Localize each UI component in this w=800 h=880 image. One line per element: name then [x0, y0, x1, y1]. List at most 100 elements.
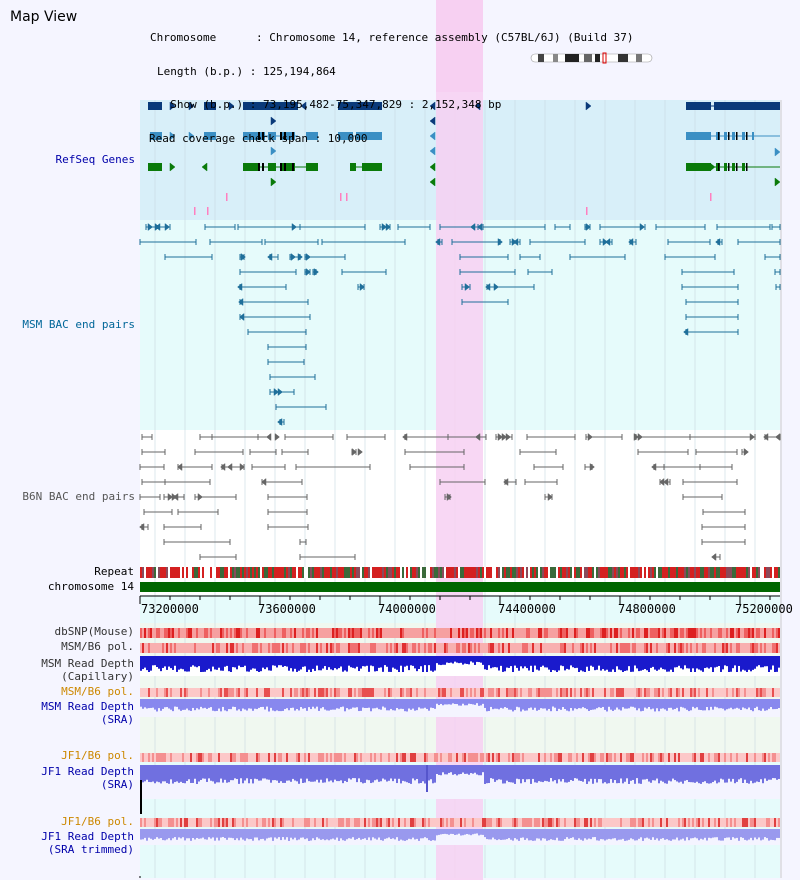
- track-label-dbsnp[interactable]: dbSNP(Mouse): [54, 625, 134, 638]
- depth-bar: [318, 829, 320, 839]
- depth-bar: [746, 765, 748, 783]
- depth-bar: [346, 765, 348, 782]
- depth-bar: [494, 829, 496, 840]
- strand-arrow: [359, 282, 365, 292]
- chromosome-ideogram[interactable]: [528, 52, 655, 64]
- polymorphism-segment: [302, 753, 304, 762]
- polymorphism-segment: [622, 688, 624, 697]
- depth-bar: [716, 765, 718, 784]
- depth-bar: [272, 765, 274, 781]
- depth-bar: [240, 765, 242, 779]
- depth-bar: [426, 829, 428, 839]
- depth-bar: [320, 656, 322, 671]
- depth-bar: [562, 765, 564, 780]
- track-label-msm-depth-sra[interactable]: MSM Read Depth: [41, 700, 134, 713]
- repeat-segment: [262, 567, 264, 578]
- repeat-segment: [570, 567, 572, 578]
- polymorphism-segment: [196, 628, 198, 638]
- polymorphism-segment: [588, 818, 590, 827]
- depth-bar: [580, 699, 582, 709]
- polymorphism-segment: [430, 818, 432, 827]
- polymorphism-segment: [734, 628, 736, 638]
- track-label-jf1-depth-trim[interactable]: JF1 Read Depth: [41, 830, 134, 843]
- polymorphism-segment: [750, 688, 752, 697]
- track-label-jf1-b6-pol-1[interactable]: JF1/B6 pol.: [61, 749, 134, 762]
- depth-bar: [710, 699, 712, 707]
- polymorphism-segment: [490, 643, 492, 653]
- track-label-jf1-b6-pol-2[interactable]: JF1/B6 pol.: [61, 815, 134, 828]
- depth-bar: [246, 699, 248, 711]
- depth-bar: [496, 699, 498, 709]
- polymorphism-segment: [500, 818, 502, 827]
- polymorphism-segment: [400, 753, 402, 762]
- polymorphism-segment: [404, 688, 406, 697]
- polymorphism-segment: [728, 688, 730, 697]
- depth-bar: [562, 829, 564, 841]
- repeat-segment: [624, 567, 626, 578]
- polymorphism-segment: [486, 688, 488, 697]
- depth-bar: [212, 699, 214, 711]
- repeat-segment: [280, 567, 282, 578]
- depth-bar: [618, 656, 620, 670]
- polymorphism-segment: [714, 818, 716, 827]
- track-label-msm-bac[interactable]: MSM BAC end pairs: [22, 318, 135, 331]
- polymorphism-segment: [192, 818, 194, 827]
- polymorphism-segment: [658, 818, 660, 827]
- polymorphism-segment: [762, 628, 764, 638]
- track-label-msm-b6-pol-2[interactable]: MSM/B6 pol.: [61, 685, 134, 698]
- polymorphism-segment: [172, 753, 174, 762]
- polymorphism-segment: [366, 818, 368, 827]
- polymorphism-segment: [526, 628, 528, 638]
- polymorphism-segment: [218, 818, 220, 827]
- repeat-segment: [522, 567, 524, 578]
- depth-bar: [244, 829, 246, 841]
- depth-bar: [184, 829, 186, 841]
- repeat-segment: [730, 567, 732, 578]
- depth-bar: [400, 656, 402, 666]
- track-label-b6n-bac[interactable]: B6N BAC end pairs: [22, 490, 135, 503]
- track-label-msm-b6-pol-1[interactable]: MSM/B6 pol.: [61, 640, 134, 653]
- depth-bar: [668, 829, 670, 841]
- polymorphism-segment: [522, 688, 524, 697]
- track-label-msm-depth-cap[interactable]: MSM Read Depth: [41, 657, 134, 670]
- repeat-segment: [636, 567, 638, 578]
- depth-bar: [710, 829, 712, 839]
- depth-bar: [364, 829, 366, 839]
- polymorphism-segment: [146, 818, 148, 827]
- depth-bar: [250, 699, 252, 709]
- track-label-jf1-depth-sra[interactable]: JF1 Read Depth: [41, 765, 134, 778]
- polymorphism-segment: [380, 628, 382, 638]
- depth-bar: [682, 829, 684, 839]
- depth-bar: [176, 699, 178, 707]
- depth-bar: [644, 699, 646, 708]
- repeat-segment: [336, 567, 338, 578]
- polymorphism-segment: [286, 688, 288, 697]
- depth-bar: [194, 656, 196, 667]
- polymorphism-segment: [272, 818, 274, 827]
- track-label-repeat[interactable]: Repeat: [94, 565, 134, 578]
- repeat-segment: [472, 567, 474, 578]
- polymorphism-segment: [442, 643, 444, 653]
- depth-bar: [598, 699, 600, 708]
- depth-bar: [432, 656, 434, 672]
- polymorphism-segment: [616, 818, 618, 827]
- depth-bar: [748, 829, 750, 840]
- polymorphism-segment: [678, 818, 680, 827]
- track-label-refseq[interactable]: RefSeq Genes: [55, 153, 135, 166]
- polymorphism-segment: [144, 643, 146, 653]
- polymorphism-segment: [344, 628, 346, 638]
- polymorphism-segment: [400, 688, 402, 697]
- polymorphism-segment: [520, 643, 522, 653]
- depth-bar: [292, 699, 294, 708]
- polymorphism-segment: [458, 753, 460, 762]
- polymorphism-segment: [706, 628, 708, 638]
- polymorphism-segment: [266, 628, 268, 638]
- gene-exon: [686, 163, 711, 171]
- polymorphism-segment: [200, 818, 202, 827]
- polymorphism-segment: [266, 688, 268, 697]
- depth-bar: [326, 699, 328, 711]
- polymorphism-segment: [190, 643, 192, 653]
- depth-bar: [330, 656, 332, 670]
- polymorphism-segment: [372, 643, 374, 653]
